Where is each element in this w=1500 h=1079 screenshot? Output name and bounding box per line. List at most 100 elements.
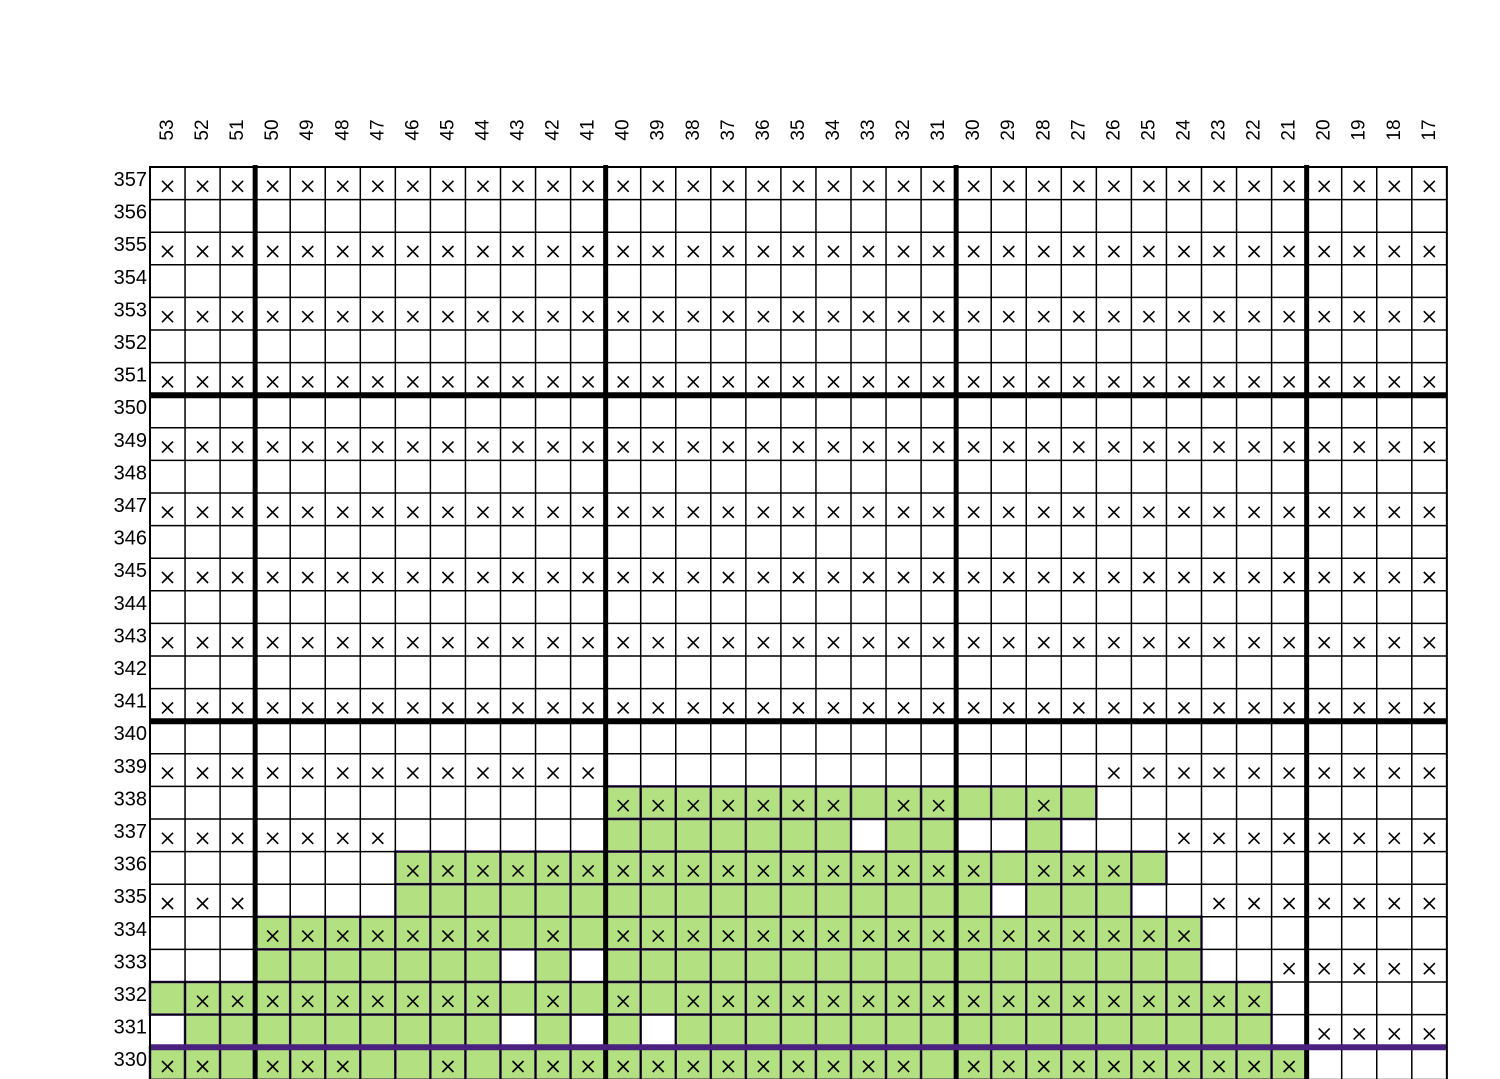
cell-x-mark bbox=[231, 571, 244, 584]
highlight-cell bbox=[1095, 948, 1133, 984]
highlight-cell bbox=[674, 980, 713, 1016]
cell-x-mark bbox=[687, 701, 700, 714]
highlight-cell bbox=[954, 1045, 993, 1079]
cell-x-mark bbox=[196, 310, 209, 323]
cell-x-mark bbox=[336, 506, 349, 519]
cell-x-mark bbox=[897, 701, 910, 714]
cell-x-mark bbox=[1388, 1027, 1401, 1040]
column-header: 44 bbox=[472, 119, 493, 141]
cell-x-mark bbox=[1388, 506, 1401, 519]
cell-x-mark bbox=[161, 767, 174, 780]
cell-x-mark bbox=[161, 571, 174, 584]
highlight-cell bbox=[919, 850, 958, 886]
cell-x-mark bbox=[1037, 180, 1050, 193]
cell-x-mark bbox=[1283, 962, 1296, 975]
cell-x-mark bbox=[1037, 864, 1050, 877]
cell-x-mark bbox=[441, 245, 454, 258]
cell-x-mark bbox=[967, 1060, 980, 1073]
highlight-cell bbox=[183, 980, 222, 1016]
cell-x-mark bbox=[1283, 441, 1296, 454]
cell-x-mark bbox=[547, 506, 560, 519]
cell-x-mark bbox=[1072, 636, 1085, 649]
cell-x-mark bbox=[196, 180, 209, 193]
cell-x-mark bbox=[1212, 767, 1226, 780]
highlight-cell bbox=[919, 915, 958, 951]
cell-x-mark bbox=[336, 245, 349, 258]
cell-x-mark bbox=[1142, 375, 1155, 388]
cell-x-mark bbox=[932, 701, 945, 714]
cell-x-mark bbox=[1248, 310, 1261, 323]
cell-x-mark bbox=[967, 864, 980, 877]
cell-x-mark bbox=[652, 441, 665, 454]
cell-x-mark bbox=[862, 506, 875, 519]
cell-x-mark bbox=[1283, 832, 1296, 845]
cell-x-mark bbox=[1072, 441, 1085, 454]
highlight-cell bbox=[954, 1013, 993, 1049]
cell-x-mark bbox=[1423, 636, 1436, 649]
column-header: 19 bbox=[1349, 119, 1370, 140]
cell-x-mark bbox=[967, 180, 980, 193]
cell-x-mark bbox=[301, 310, 314, 323]
highlight-cell bbox=[639, 948, 678, 984]
cell-x-mark bbox=[862, 441, 875, 454]
cell-x-mark bbox=[1318, 962, 1331, 975]
cell-x-mark bbox=[301, 571, 314, 584]
cell-x-mark bbox=[687, 930, 700, 943]
highlight-cell bbox=[744, 882, 783, 919]
cell-x-mark bbox=[161, 180, 174, 193]
highlight-cell bbox=[954, 785, 993, 821]
row-header: 357 bbox=[114, 169, 147, 191]
cell-x-mark bbox=[1318, 310, 1331, 323]
cell-x-mark bbox=[1072, 571, 1085, 584]
column-header: 22 bbox=[1244, 119, 1265, 140]
column-header: 46 bbox=[402, 119, 423, 140]
cell-x-mark bbox=[967, 375, 980, 388]
cell-x-mark bbox=[441, 930, 454, 943]
cell-x-mark bbox=[266, 571, 279, 584]
cell-x-mark bbox=[1037, 636, 1050, 649]
row-header: 341 bbox=[114, 691, 147, 713]
highlight-cell bbox=[814, 817, 853, 853]
column-header: 36 bbox=[753, 119, 774, 140]
column-header: 51 bbox=[227, 119, 248, 140]
column-header: 43 bbox=[508, 119, 529, 140]
highlight-cell bbox=[534, 948, 572, 984]
cell-x-mark bbox=[1107, 636, 1120, 649]
cell-x-mark bbox=[371, 832, 384, 845]
highlight-cell bbox=[499, 850, 537, 886]
cell-x-mark bbox=[1002, 701, 1015, 714]
cell-x-mark bbox=[722, 180, 735, 193]
cell-x-mark bbox=[1177, 375, 1191, 388]
cell-x-mark bbox=[1107, 767, 1120, 780]
cell-x-mark bbox=[932, 636, 945, 649]
highlight-cell bbox=[814, 785, 853, 821]
highlight-cell bbox=[744, 817, 783, 853]
cell-x-mark bbox=[266, 995, 279, 1008]
column-header: 50 bbox=[262, 119, 283, 140]
highlight-cell bbox=[604, 817, 642, 853]
highlight-cell bbox=[1235, 980, 1273, 1016]
cell-x-mark bbox=[1423, 701, 1436, 714]
highlight-cell bbox=[324, 1045, 362, 1079]
cell-x-mark bbox=[161, 1060, 174, 1073]
cell-x-mark bbox=[827, 310, 840, 323]
highlight-cell bbox=[604, 785, 642, 821]
cell-x-mark bbox=[1072, 245, 1085, 258]
cell-x-mark bbox=[652, 1060, 665, 1073]
cell-x-mark bbox=[1107, 180, 1120, 193]
cell-x-mark bbox=[301, 832, 314, 845]
cell-x-mark bbox=[1283, 701, 1296, 714]
cell-x-mark bbox=[687, 180, 700, 193]
highlight-cell bbox=[849, 850, 888, 886]
cell-x-mark bbox=[1388, 310, 1401, 323]
cell-x-mark bbox=[336, 701, 349, 714]
highlight-cell bbox=[709, 1045, 748, 1079]
cell-x-mark bbox=[441, 375, 454, 388]
cell-x-mark bbox=[652, 180, 665, 193]
cell-x-mark bbox=[1177, 245, 1191, 258]
cell-x-mark bbox=[1388, 245, 1401, 258]
row-header: 330 bbox=[114, 1049, 147, 1071]
cell-x-mark bbox=[722, 636, 735, 649]
cell-x-mark bbox=[652, 701, 665, 714]
